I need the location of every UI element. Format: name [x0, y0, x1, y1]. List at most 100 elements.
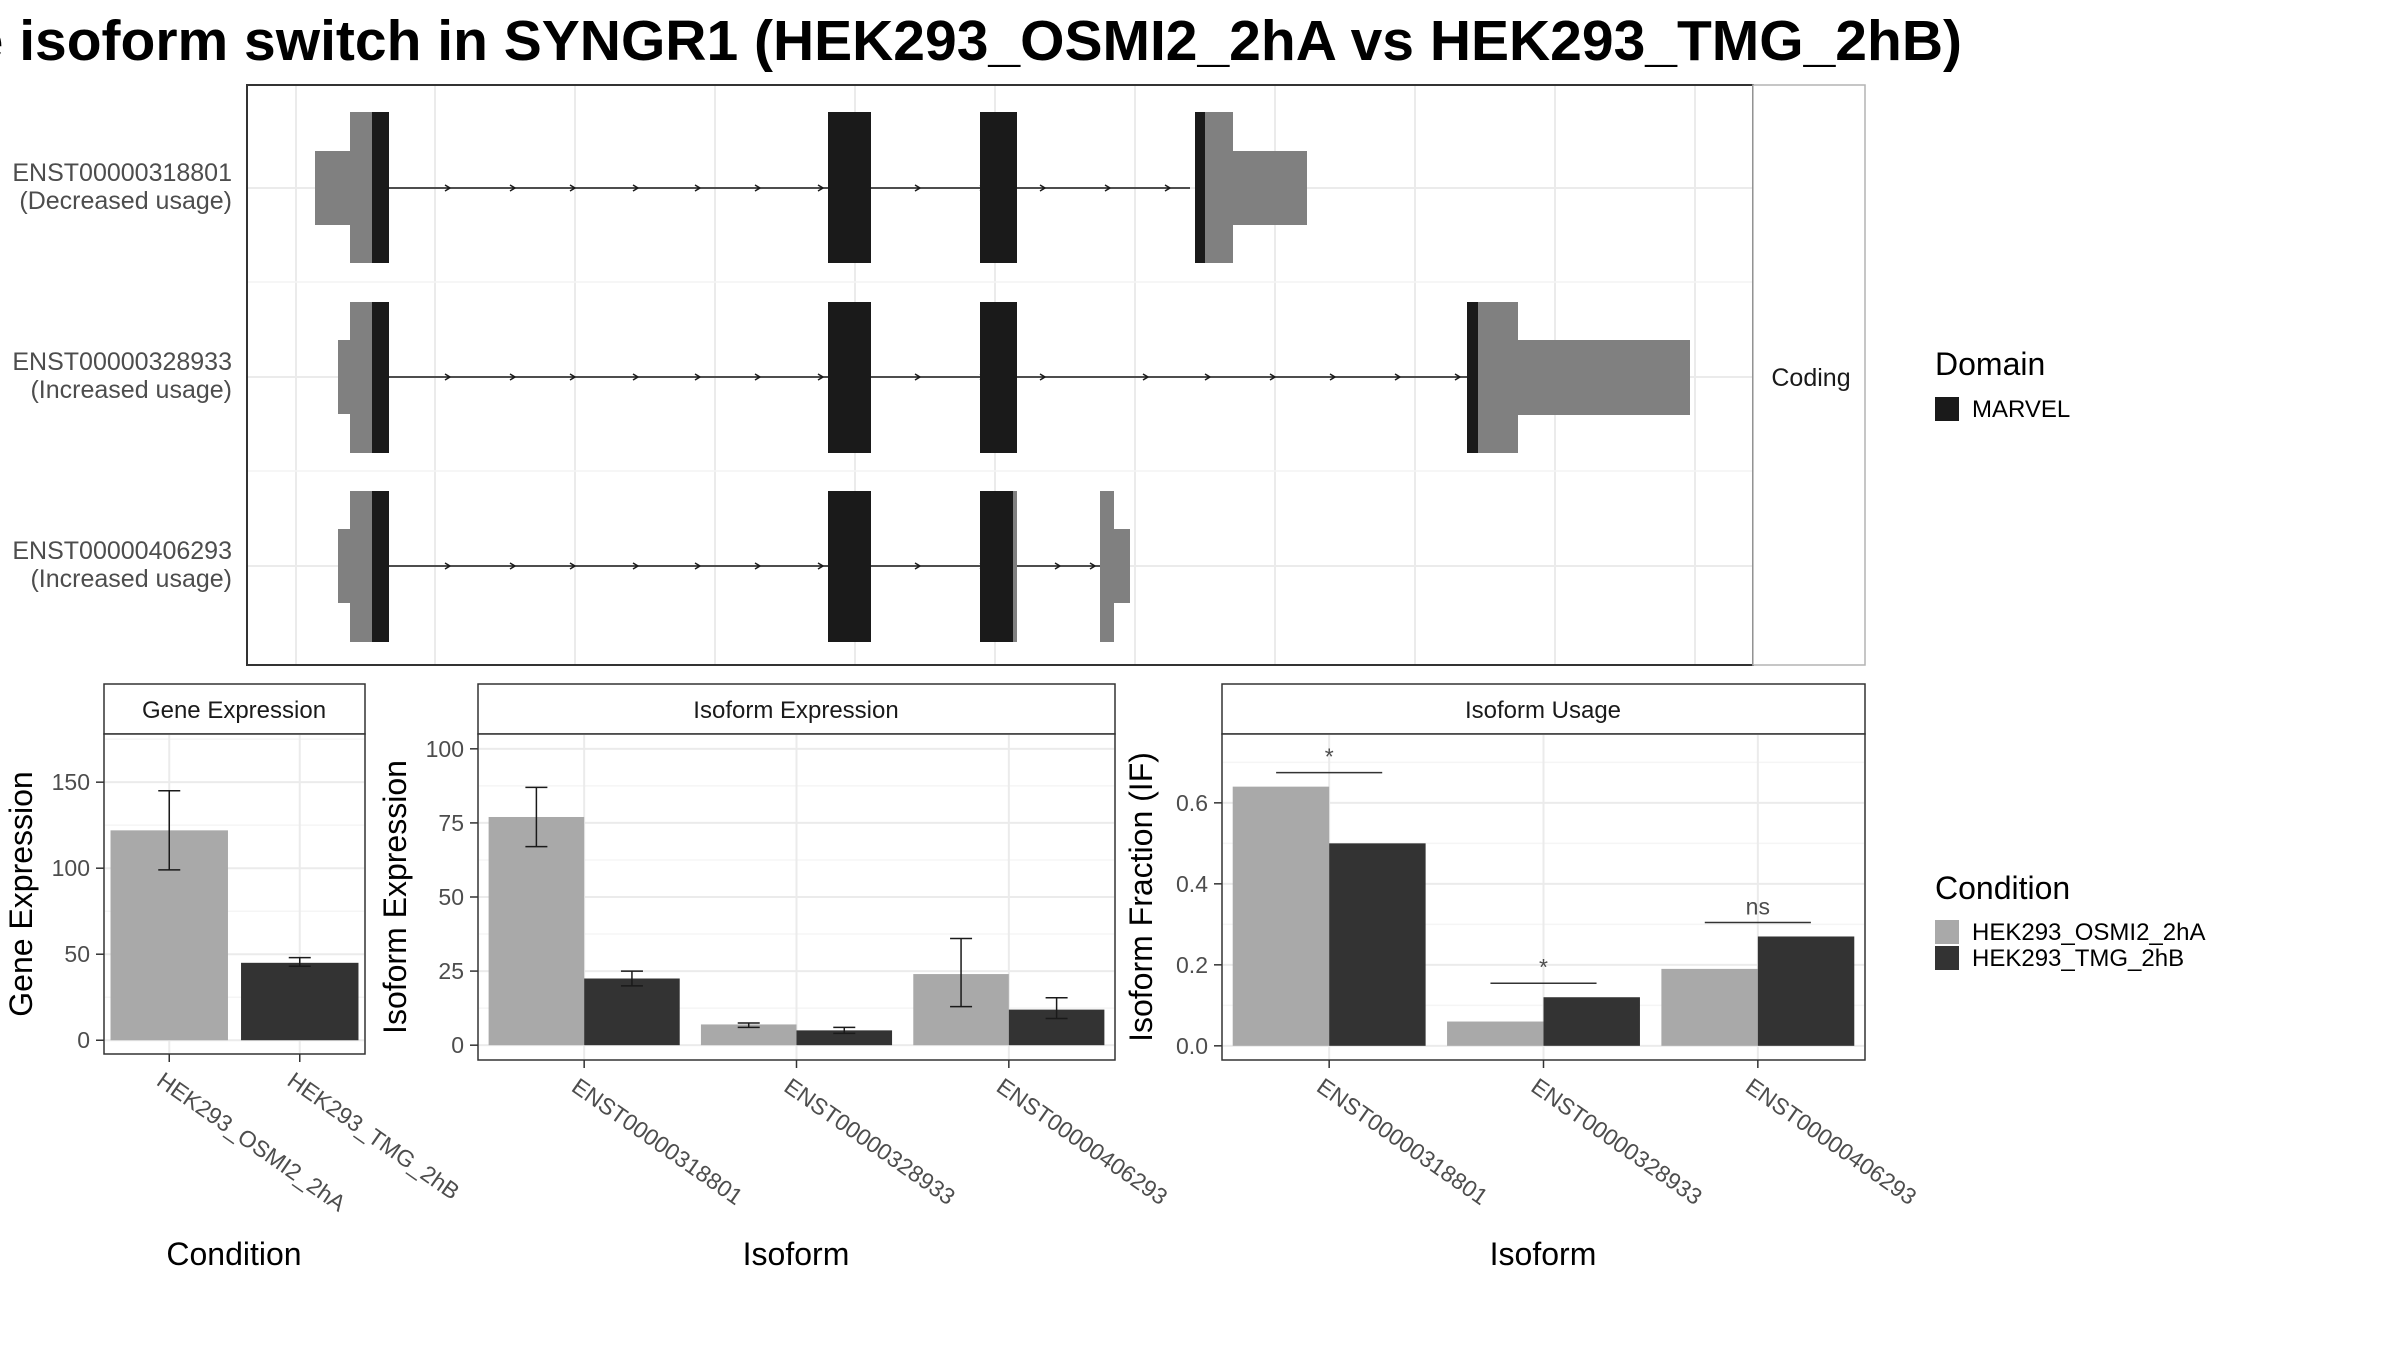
y-tick-label: 0.0 — [1176, 1033, 1208, 1059]
significance-label: ns — [1746, 893, 1770, 919]
intron-arrow — [1142, 373, 1150, 381]
utr-block — [350, 491, 375, 642]
significance-label: * — [1539, 954, 1548, 980]
intron-arrow — [914, 184, 922, 192]
bars — [110, 790, 359, 1041]
bars — [488, 786, 1105, 1046]
intron-arrow — [632, 562, 640, 570]
y-tick-label: 25 — [438, 958, 464, 984]
intron-arrow — [1104, 184, 1112, 192]
domain-legend-title: Domain — [1935, 346, 2045, 382]
y-tick-label: 50 — [64, 941, 90, 967]
structure-panel: ENST00000318801 (Decreased usage) ENST00… — [12, 84, 1866, 666]
intron-arrow — [1039, 184, 1047, 192]
intron-arrow — [444, 184, 452, 192]
legend-key-condition-b — [1935, 946, 1959, 970]
intron-arrow — [1164, 184, 1172, 192]
bar-HEK293_TMG_2hB — [241, 962, 359, 1041]
intron-arrow — [754, 373, 762, 381]
intron-arrow — [444, 373, 452, 381]
strip-background — [103, 683, 366, 735]
intron-arrow — [694, 184, 702, 192]
utr-block — [350, 302, 375, 453]
intron-arrow — [914, 373, 922, 381]
bar-ENST00000318801-HEK293_OSMI2_2hA — [1232, 786, 1330, 1046]
intron-arrow — [817, 562, 825, 570]
intron-arrow — [817, 184, 825, 192]
y-axis-title: Gene Expression — [3, 771, 39, 1016]
utr-block — [1110, 529, 1130, 603]
intron-arrow — [1269, 373, 1277, 381]
utr-block — [1100, 491, 1114, 642]
marvel-domain-exon — [1195, 112, 1207, 263]
bar-ENST00000328933-HEK293_OSMI2_2hA — [700, 1024, 797, 1046]
y-tick-label: 100 — [426, 736, 464, 762]
x-tick-label: ENST00000328933 — [780, 1073, 960, 1210]
x-axis-ticks: ENST00000318801 ENST00000328933 ENST000004… — [1312, 1060, 1921, 1210]
figure-title: The isoform switch in SYNGR1 (HEK293_OSM… — [0, 9, 1962, 73]
x-axis-title: Isoform — [1490, 1236, 1597, 1272]
intron-arrow — [1329, 373, 1337, 381]
intron-arrow — [444, 562, 452, 570]
utr-block — [1205, 112, 1233, 263]
legend-label-marvel: MARVEL — [1972, 396, 2070, 423]
y-axis-ticks: 0 50 100 150 — [52, 769, 104, 1053]
utr-block — [350, 112, 375, 263]
intron-arrow — [914, 562, 922, 570]
legend-label-condition-a: HEK293_OSMI2_2hA — [1972, 919, 2205, 946]
intron-arrow — [632, 373, 640, 381]
marvel-domain-exon — [828, 491, 871, 642]
y-tick-label: 50 — [438, 884, 464, 910]
intron-arrow — [569, 562, 577, 570]
y-tick-label: 0 — [451, 1032, 464, 1058]
utr-block — [1515, 340, 1690, 415]
intron-arrow — [1039, 373, 1047, 381]
strip-background — [1221, 683, 1866, 735]
x-tick-label: ENST00000406293 — [1741, 1073, 1921, 1210]
bars — [1232, 786, 1855, 1046]
x-axis-ticks: ENST00000318801 ENST00000328933 ENST000004… — [567, 1060, 1172, 1210]
facet-strip — [1752, 84, 1866, 666]
intron-arrow — [509, 184, 517, 192]
intron-arrow — [754, 562, 762, 570]
condition-legend: Condition HEK293_OSMI2_2hA HEK293_TMG_2h… — [1935, 870, 2205, 972]
y-tick-label: 0.2 — [1176, 952, 1208, 978]
x-tick-label: ENST00000318801 — [567, 1073, 747, 1210]
intron-arrow — [1454, 373, 1462, 381]
intron-arrow — [569, 184, 577, 192]
panel-title: Isoform Usage — [1465, 697, 1621, 724]
y-tick-label: 0.6 — [1176, 790, 1208, 816]
isoform-structure-1 — [315, 112, 1307, 263]
legend-key-condition-a — [1935, 920, 1959, 944]
marvel-domain-exon — [980, 302, 1017, 453]
x-tick-label: ENST00000406293 — [992, 1073, 1172, 1210]
bar-ENST00000406293-HEK293_OSMI2_2hA — [1661, 968, 1758, 1046]
legend-key-marvel — [1935, 397, 1959, 421]
facet-strip-label: Coding — [1771, 364, 1850, 392]
y-axis-ticks: 0 25 50 75 100 — [426, 736, 478, 1058]
isoform-usage-panel: Isoform Usage * * ns 0.0 0.2 0.4 0.6 ENST0000… — [1123, 683, 1921, 1272]
isoform-usage-label-2: (Increased usage) — [30, 376, 232, 404]
domain-legend: Domain MARVEL — [1935, 346, 2070, 423]
isoform-usage-label-3: (Increased usage) — [30, 565, 232, 593]
marvel-domain-exon — [828, 112, 871, 263]
marvel-domain-exon — [372, 112, 389, 263]
y-tick-label: 0.4 — [1176, 871, 1208, 897]
intron-arrow — [569, 373, 577, 381]
bar-ENST00000328933-HEK293_OSMI2_2hA — [1447, 1021, 1544, 1046]
isoform-label-2: ENST00000328933 — [12, 348, 232, 376]
bar-ENST00000318801-HEK293_TMG_2hB — [1329, 843, 1426, 1046]
intron-arrow — [1204, 373, 1212, 381]
intron-arrow — [694, 373, 702, 381]
marvel-domain-exon — [980, 491, 1014, 642]
legend-label-condition-b: HEK293_TMG_2hB — [1972, 945, 2184, 972]
utr-block — [1230, 151, 1307, 225]
intron-arrow — [509, 373, 517, 381]
significance-annotations: * * ns — [1276, 744, 1811, 984]
intron-arrow — [509, 562, 517, 570]
intron-arrow — [632, 184, 640, 192]
marvel-domain-exon — [372, 491, 389, 642]
intron-arrow — [694, 562, 702, 570]
marvel-domain-exon — [828, 302, 871, 453]
